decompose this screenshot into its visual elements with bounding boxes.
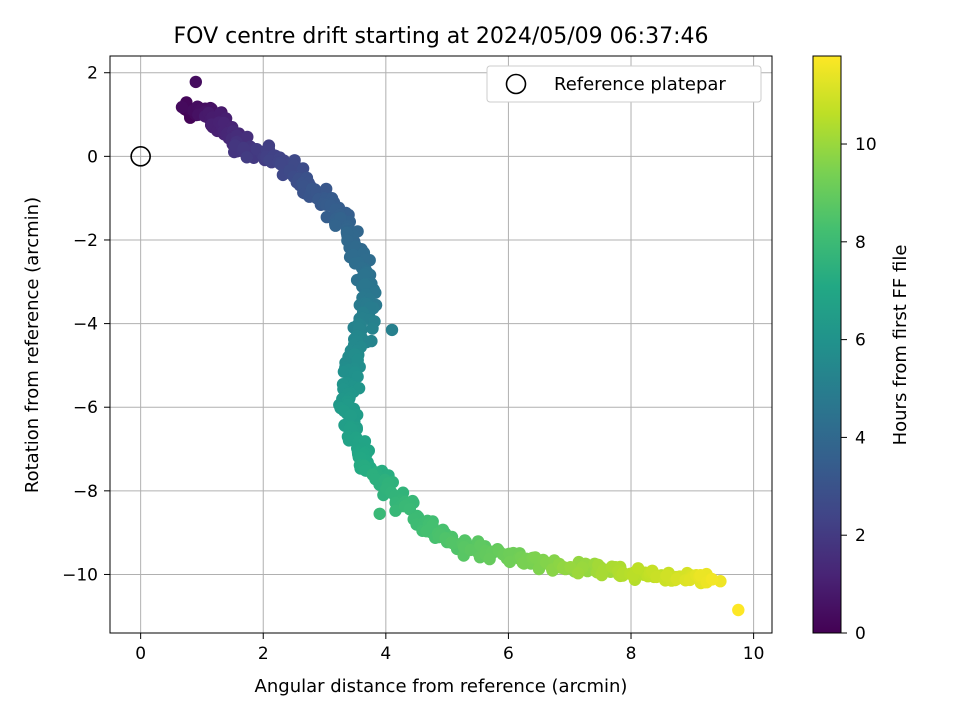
scatter-point <box>241 130 254 144</box>
scatter-point <box>389 504 402 517</box>
scatter-points <box>175 75 745 617</box>
scatter-point <box>240 151 253 164</box>
colorbar-gradient <box>812 55 842 634</box>
y-axis-ticks: 2 0 −2 −4 −6 −8 −10 <box>62 64 110 585</box>
x-tick-label: 0 <box>135 644 146 664</box>
legend-box <box>486 65 762 103</box>
scatter-point <box>732 603 745 617</box>
scatter-point <box>706 573 719 586</box>
scatter-point <box>358 268 371 281</box>
chart-title: FOV centre drift starting at 2024/05/09 … <box>174 24 709 49</box>
colorbar-tick-label: 2 <box>855 526 866 546</box>
colorbar-tick-label: 10 <box>855 135 877 155</box>
scatter-point <box>274 158 287 171</box>
x-axis-label: Angular distance from reference (arcmin) <box>255 676 628 697</box>
y-tick-label: −8 <box>73 482 98 502</box>
y-tick-label: −6 <box>73 398 98 418</box>
colorbar-tick-label: 6 <box>855 331 866 351</box>
legend-label: Reference platepar <box>554 74 726 95</box>
y-tick-label: −2 <box>73 231 98 251</box>
y-tick-label: 2 <box>87 64 98 84</box>
scatter-point <box>446 537 460 550</box>
plot-area <box>110 56 772 633</box>
scatter-point <box>358 278 371 291</box>
x-tick-label: 4 <box>380 644 391 664</box>
colorbar-tick-label: 8 <box>855 233 866 253</box>
x-tick-label: 8 <box>626 644 637 664</box>
y-tick-label: −10 <box>62 565 98 585</box>
scatter-point <box>631 562 645 575</box>
colorbar-tick-label: 4 <box>855 428 866 448</box>
scatter-point <box>344 409 358 422</box>
scatter-point <box>237 141 250 155</box>
scatter-point <box>373 507 386 520</box>
x-tick-label: 6 <box>503 644 514 664</box>
x-tick-label: 10 <box>743 644 765 664</box>
scatter-point <box>571 567 585 580</box>
x-axis-ticks: 0 2 4 6 8 10 <box>135 633 764 664</box>
scatter-point <box>189 75 202 89</box>
scatter-point <box>595 568 608 582</box>
scatter-point <box>296 162 310 175</box>
scatter-point <box>329 219 342 232</box>
colorbar-label: Hours from first FF file <box>890 245 911 446</box>
scatter-point <box>385 323 399 337</box>
y-tick-label: 0 <box>87 147 98 167</box>
scatter-point <box>483 552 496 566</box>
colorbar-ticks: 0 2 4 6 8 10 <box>841 135 877 644</box>
colorbar-tick-label: 0 <box>855 624 866 644</box>
scatter-point <box>366 322 379 335</box>
colorbar: 0 2 4 6 8 10 Hours from first FF file <box>812 55 911 644</box>
legend-marker <box>505 73 527 95</box>
y-tick-label: −4 <box>73 315 98 335</box>
legend: Reference platepar <box>486 65 762 103</box>
scatter-point <box>420 525 433 538</box>
y-axis-label: Rotation from reference (arcmin) <box>22 197 43 493</box>
x-tick-label: 2 <box>258 644 269 664</box>
reference-platepar-marker <box>130 146 151 167</box>
plot-frame <box>109 55 773 634</box>
scatter-point <box>175 100 189 114</box>
